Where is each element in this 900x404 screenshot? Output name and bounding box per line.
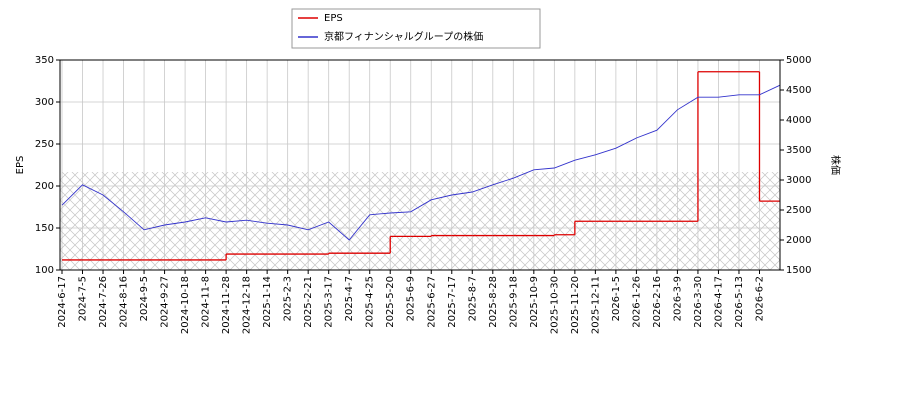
legend xyxy=(291,8,541,49)
x-tick-label: 2024-9-27 xyxy=(160,276,171,328)
x-tick-label: 2025-5-20 xyxy=(385,276,396,328)
x-tick-label: 2026-2-16 xyxy=(652,276,663,328)
y-tick-label: 300 xyxy=(35,97,54,108)
y2-tick-label: 2000 xyxy=(786,235,811,246)
legend-label: 京都フィナンシャルグループの株価 xyxy=(324,30,483,43)
y2-axis-label: 株価 xyxy=(829,155,842,175)
y-tick-label: 100 xyxy=(35,265,54,276)
x-tick-label: 2025-4-7 xyxy=(344,276,355,321)
x-tick-label: 2026-1-26 xyxy=(631,276,642,328)
x-tick-label: 2025-6-9 xyxy=(406,276,417,321)
x-tick-label: 2025-4-25 xyxy=(365,276,376,328)
x-tick-label: 2025-8-7 xyxy=(467,276,478,321)
x-tick-label: 2025-9-18 xyxy=(508,276,519,328)
x-tick-label: 2024-7-5 xyxy=(78,276,89,321)
x-tick-label: 2025-10-9 xyxy=(529,276,540,328)
y-tick-label: 150 xyxy=(35,223,54,234)
y2-tick-label: 1500 xyxy=(786,265,811,276)
x-tick-label: 2025-11-20 xyxy=(570,276,581,334)
legend-label: EPS xyxy=(324,13,343,24)
x-tick-label: 2025-2-21 xyxy=(303,276,314,328)
y2-tick-label: 4500 xyxy=(786,85,811,96)
x-tick-label: 2024-11-28 xyxy=(221,276,232,334)
y2-tick-label: 3500 xyxy=(786,145,811,156)
x-tick-label: 2024-10-18 xyxy=(180,276,191,334)
x-tick-label: 2024-7-26 xyxy=(98,276,109,328)
x-tick-label: 2025-1-14 xyxy=(262,276,273,328)
y2-tick-label: 3000 xyxy=(786,175,811,186)
y2-tick-label: 2500 xyxy=(786,205,811,216)
x-tick-label: 2025-8-28 xyxy=(488,276,499,328)
y2-tick-label: 5000 xyxy=(786,55,811,66)
plot-frame xyxy=(59,59,781,271)
x-tick-label: 2026-3-30 xyxy=(693,276,704,328)
x-tick-label: 2025-3-17 xyxy=(324,276,335,328)
x-tick-label: 2024-9-5 xyxy=(139,276,150,321)
x-tick-label: 2026-5-13 xyxy=(734,276,745,328)
y2-tick-label: 4000 xyxy=(786,115,811,126)
y-axis-label: EPS xyxy=(15,156,26,175)
x-tick-label: 2024-8-16 xyxy=(119,276,130,328)
x-tick-label: 2024-11-8 xyxy=(201,276,212,328)
x-tick-label: 2026-6-2 xyxy=(754,276,765,321)
price-line xyxy=(61,84,781,241)
x-tick-label: 2025-12-11 xyxy=(590,276,601,334)
x-tick-label: 2024-6-17 xyxy=(57,276,68,328)
y-tick-label: 350 xyxy=(35,55,54,66)
y-tick-label: 200 xyxy=(35,181,54,192)
x-tick-label: 2025-2-3 xyxy=(283,276,294,321)
x-tick-label: 2026-3-9 xyxy=(672,276,683,321)
x-tick-label: 2025-6-27 xyxy=(426,276,437,328)
x-tick-label: 2024-12-18 xyxy=(242,276,253,334)
x-tick-label: 2025-10-30 xyxy=(549,276,560,334)
x-tick-label: 2026-4-17 xyxy=(713,276,724,328)
x-tick-label: 2026-1-5 xyxy=(611,276,622,321)
y-tick-label: 250 xyxy=(35,139,54,150)
x-tick-label: 2025-7-17 xyxy=(447,276,458,328)
